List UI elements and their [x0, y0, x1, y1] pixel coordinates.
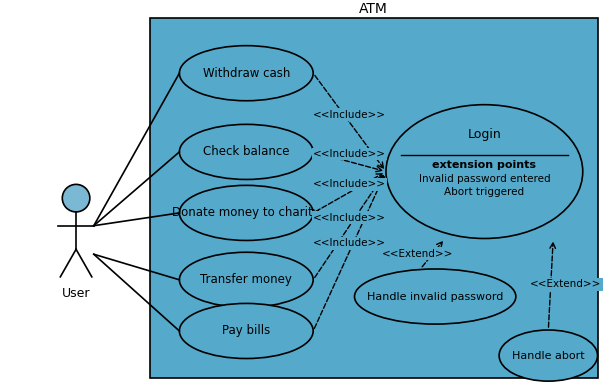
Text: <<Include>>: <<Include>> [313, 179, 386, 190]
Text: User: User [62, 287, 90, 300]
Ellipse shape [179, 46, 313, 101]
Text: <<Include>>: <<Include>> [313, 213, 386, 223]
Text: <<Extend>>: <<Extend>> [530, 279, 601, 289]
Text: Login: Login [467, 128, 501, 141]
Text: Transfer money: Transfer money [200, 273, 292, 286]
Ellipse shape [354, 269, 516, 324]
Text: Withdraw cash: Withdraw cash [203, 67, 290, 80]
Text: Check balance: Check balance [203, 145, 290, 158]
Ellipse shape [179, 185, 313, 241]
Text: extension points: extension points [432, 160, 536, 170]
Text: Handle abort: Handle abort [512, 351, 584, 361]
Text: Pay bills: Pay bills [222, 324, 270, 337]
Ellipse shape [179, 124, 313, 179]
Ellipse shape [499, 330, 598, 381]
Text: <<Include>>: <<Include>> [313, 238, 386, 248]
Ellipse shape [179, 303, 313, 358]
Text: <<Include>>: <<Include>> [313, 110, 386, 119]
Text: ATM: ATM [359, 2, 388, 16]
Text: Invalid password entered: Invalid password entered [418, 174, 550, 184]
Text: Donate money to charity: Donate money to charity [173, 206, 320, 220]
Text: Handle invalid password: Handle invalid password [367, 292, 503, 301]
Bar [150, 18, 598, 378]
Ellipse shape [386, 105, 583, 239]
Text: <<Include>>: <<Include>> [313, 149, 386, 159]
Circle shape [62, 184, 90, 212]
Text: <<Extend>>: <<Extend>> [382, 249, 454, 259]
Text: Abort triggered: Abort triggered [444, 187, 525, 197]
Ellipse shape [179, 252, 313, 307]
